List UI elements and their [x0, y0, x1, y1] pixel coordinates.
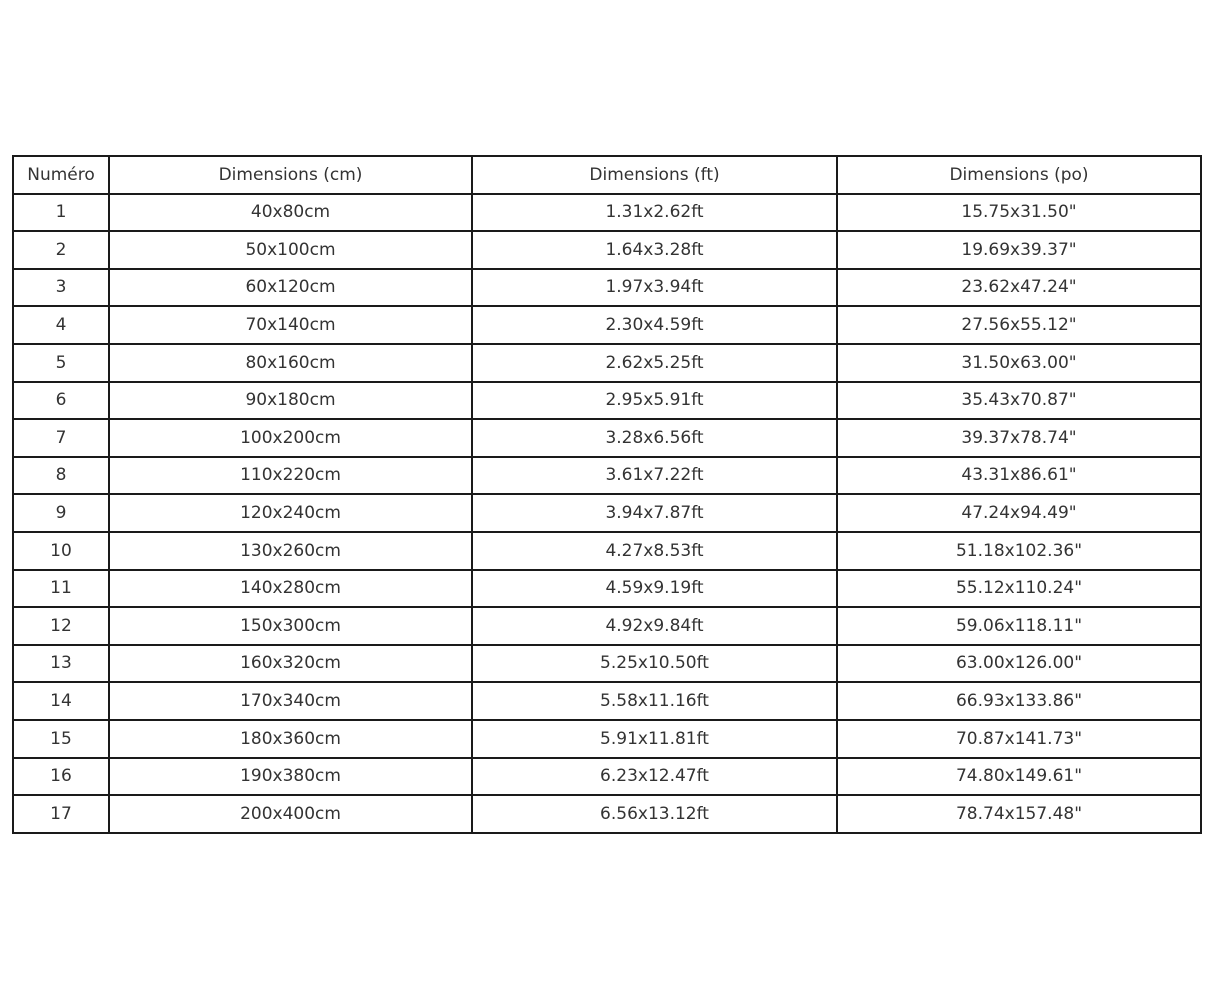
cell-po: 66.93x133.86"	[836, 681, 1202, 721]
cell-numero: 9	[12, 493, 110, 533]
cell-ft: 5.25x10.50ft	[471, 643, 838, 684]
cell-cm: 110x220cm	[108, 455, 473, 496]
cell-cm: 40x80cm	[108, 192, 473, 233]
cell-ft: 6.23x12.47ft	[471, 756, 838, 797]
cell-po: 19.69x39.37"	[836, 230, 1202, 270]
cell-ft: 5.58x11.16ft	[471, 681, 838, 721]
cell-numero: 4	[12, 305, 110, 345]
cell-numero: 15	[12, 718, 110, 759]
table-row: 13 160x320cm 5.25x10.50ft 63.00x126.00"	[12, 643, 1202, 684]
cell-po: 78.74x157.48"	[836, 794, 1202, 834]
cell-po: 59.06x118.11"	[836, 606, 1202, 646]
table-row: 10 130x260cm 4.27x8.53ft 51.18x102.36"	[12, 530, 1202, 571]
cell-cm: 200x400cm	[108, 794, 473, 834]
table-row: 2 50x100cm 1.64x3.28ft 19.69x39.37"	[12, 230, 1202, 270]
cell-ft: 3.61x7.22ft	[471, 455, 838, 496]
column-header-cm: Dimensions (cm)	[108, 155, 473, 195]
cell-po: 47.24x94.49"	[836, 493, 1202, 533]
dimensions-conversion-table: Numéro Dimensions (cm) Dimensions (ft) Dime…	[12, 155, 1202, 834]
cell-cm: 120x240cm	[108, 493, 473, 533]
cell-ft: 4.27x8.53ft	[471, 530, 838, 571]
table-row: 17 200x400cm 6.56x13.12ft 78.74x157.48"	[12, 794, 1202, 834]
table-row: 6 90x180cm 2.95x5.91ft 35.43x70.87"	[12, 380, 1202, 421]
table-row: 16 190x380cm 6.23x12.47ft 74.80x149.61"	[12, 756, 1202, 797]
cell-numero: 17	[12, 794, 110, 834]
cell-cm: 150x300cm	[108, 606, 473, 646]
cell-numero: 12	[12, 606, 110, 646]
cell-po: 15.75x31.50"	[836, 192, 1202, 233]
column-header-numero: Numéro	[12, 155, 110, 195]
table-row: 11 140x280cm 4.59x9.19ft 55.12x110.24"	[12, 568, 1202, 609]
cell-numero: 5	[12, 342, 110, 383]
cell-po: 35.43x70.87"	[836, 380, 1202, 421]
cell-numero: 2	[12, 230, 110, 270]
cell-ft: 4.59x9.19ft	[471, 568, 838, 609]
cell-ft: 3.94x7.87ft	[471, 493, 838, 533]
table-row: 3 60x120cm 1.97x3.94ft 23.62x47.24"	[12, 267, 1202, 308]
table-row: 5 80x160cm 2.62x5.25ft 31.50x63.00"	[12, 342, 1202, 383]
cell-po: 70.87x141.73"	[836, 718, 1202, 759]
cell-cm: 80x160cm	[108, 342, 473, 383]
cell-po: 51.18x102.36"	[836, 530, 1202, 571]
cell-numero: 1	[12, 192, 110, 233]
cell-cm: 50x100cm	[108, 230, 473, 270]
table-row: 14 170x340cm 5.58x11.16ft 66.93x133.86"	[12, 681, 1202, 721]
cell-ft: 6.56x13.12ft	[471, 794, 838, 834]
table-row: 9 120x240cm 3.94x7.87ft 47.24x94.49"	[12, 493, 1202, 533]
header-row: Numéro Dimensions (cm) Dimensions (ft) Dime…	[12, 155, 1202, 195]
cell-ft: 5.91x11.81ft	[471, 718, 838, 759]
cell-ft: 2.95x5.91ft	[471, 380, 838, 421]
cell-numero: 6	[12, 380, 110, 421]
table-row: 8 110x220cm 3.61x7.22ft 43.31x86.61"	[12, 455, 1202, 496]
cell-po: 63.00x126.00"	[836, 643, 1202, 684]
table-header: Numéro Dimensions (cm) Dimensions (ft) Dime…	[12, 155, 1202, 195]
cell-cm: 100x200cm	[108, 418, 473, 458]
cell-ft: 4.92x9.84ft	[471, 606, 838, 646]
table-row: 1 40x80cm 1.31x2.62ft 15.75x31.50"	[12, 192, 1202, 233]
cell-cm: 130x260cm	[108, 530, 473, 571]
cell-po: 43.31x86.61"	[836, 455, 1202, 496]
cell-ft: 1.97x3.94ft	[471, 267, 838, 308]
column-header-po: Dimensions (po)	[836, 155, 1202, 195]
table-row: 7 100x200cm 3.28x6.56ft 39.37x78.74"	[12, 418, 1202, 458]
table-row: 15 180x360cm 5.91x11.81ft 70.87x141.73"	[12, 718, 1202, 759]
cell-numero: 8	[12, 455, 110, 496]
cell-cm: 60x120cm	[108, 267, 473, 308]
column-header-ft: Dimensions (ft)	[471, 155, 838, 195]
cell-ft: 2.62x5.25ft	[471, 342, 838, 383]
cell-po: 31.50x63.00"	[836, 342, 1202, 383]
table-row: 4 70x140cm 2.30x4.59ft 27.56x55.12"	[12, 305, 1202, 345]
cell-numero: 16	[12, 756, 110, 797]
cell-cm: 160x320cm	[108, 643, 473, 684]
cell-po: 27.56x55.12"	[836, 305, 1202, 345]
cell-po: 74.80x149.61"	[836, 756, 1202, 797]
cell-po: 55.12x110.24"	[836, 568, 1202, 609]
cell-numero: 7	[12, 418, 110, 458]
dimensions-table-container: Numéro Dimensions (cm) Dimensions (ft) Dime…	[12, 155, 1202, 834]
cell-po: 39.37x78.74"	[836, 418, 1202, 458]
cell-cm: 90x180cm	[108, 380, 473, 421]
table-row: 12 150x300cm 4.92x9.84ft 59.06x118.11"	[12, 606, 1202, 646]
cell-numero: 13	[12, 643, 110, 684]
cell-cm: 190x380cm	[108, 756, 473, 797]
cell-cm: 70x140cm	[108, 305, 473, 345]
cell-numero: 11	[12, 568, 110, 609]
cell-cm: 170x340cm	[108, 681, 473, 721]
cell-cm: 140x280cm	[108, 568, 473, 609]
cell-numero: 10	[12, 530, 110, 571]
cell-ft: 1.64x3.28ft	[471, 230, 838, 270]
cell-numero: 14	[12, 681, 110, 721]
cell-ft: 1.31x2.62ft	[471, 192, 838, 233]
cell-ft: 3.28x6.56ft	[471, 418, 838, 458]
cell-ft: 2.30x4.59ft	[471, 305, 838, 345]
cell-numero: 3	[12, 267, 110, 308]
cell-po: 23.62x47.24"	[836, 267, 1202, 308]
cell-cm: 180x360cm	[108, 718, 473, 759]
table-body: 1 40x80cm 1.31x2.62ft 15.75x31.50" 2 50x100cm…	[12, 192, 1202, 834]
